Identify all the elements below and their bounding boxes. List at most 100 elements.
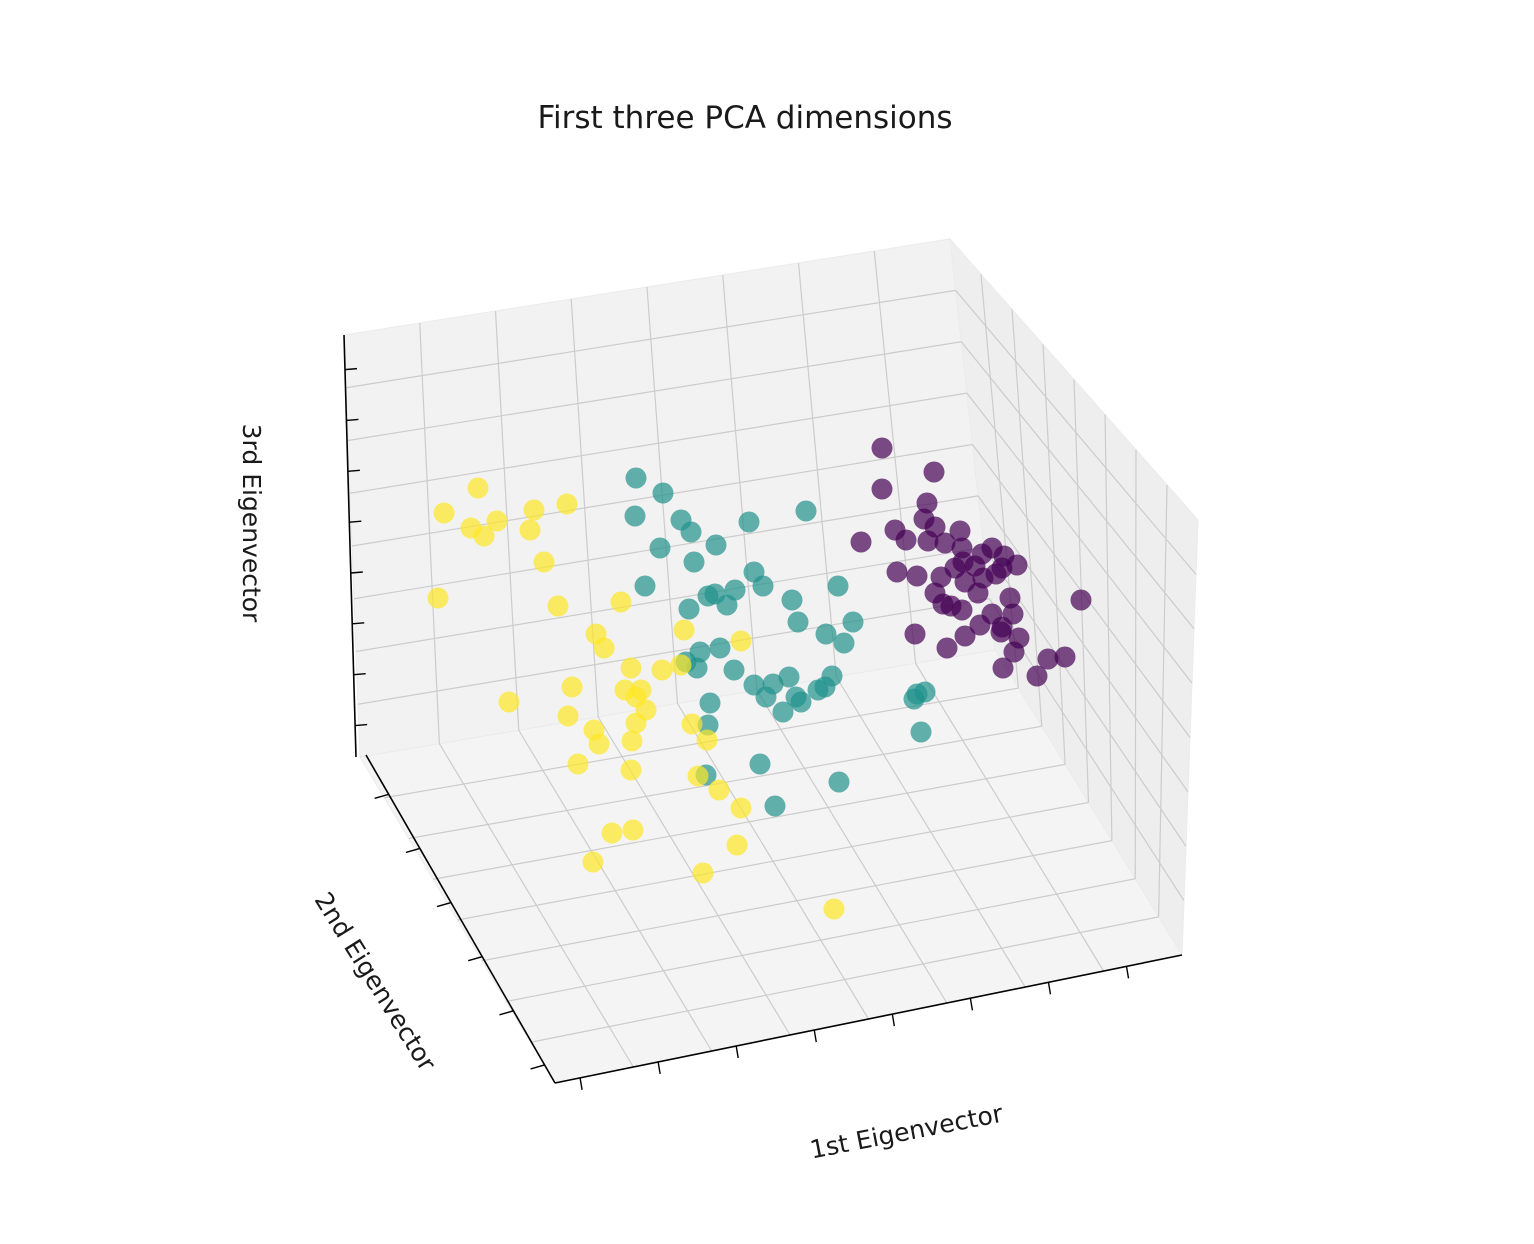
z-axis-tick xyxy=(349,520,362,523)
data-point xyxy=(651,659,673,681)
data-point xyxy=(622,819,644,841)
gridline-floor-y xyxy=(457,801,1089,921)
data-point xyxy=(620,759,642,781)
data-point xyxy=(681,713,703,735)
data-point xyxy=(738,511,760,533)
data-point xyxy=(486,510,508,532)
y-axis-tick xyxy=(468,956,483,962)
data-point xyxy=(625,467,647,489)
y-axis-tick xyxy=(374,793,389,800)
data-point xyxy=(699,692,721,714)
data-point xyxy=(670,654,692,676)
chart-title: First three PCA dimensions xyxy=(537,100,952,136)
data-point xyxy=(697,585,719,607)
data-point xyxy=(886,561,908,583)
data-point xyxy=(1070,589,1092,611)
data-point xyxy=(906,565,928,587)
data-point xyxy=(969,614,991,636)
gridline-back-z xyxy=(355,546,984,653)
data-point xyxy=(954,625,976,647)
z-axis-tick xyxy=(346,418,359,422)
data-point xyxy=(910,721,932,743)
data-point xyxy=(949,520,971,542)
data-point xyxy=(556,493,578,515)
data-point xyxy=(992,657,1014,679)
x-axis-label: 1st Eigenvector xyxy=(807,1099,1005,1165)
gridline-right-y xyxy=(1011,309,1043,727)
data-point xyxy=(936,637,958,659)
data-point xyxy=(567,753,589,775)
data-point xyxy=(850,531,872,553)
data-point xyxy=(708,779,730,801)
data-point xyxy=(467,477,489,499)
gridline-back-z xyxy=(345,289,956,389)
data-point xyxy=(871,437,893,459)
data-point xyxy=(557,705,579,727)
gridline-right-y xyxy=(1042,344,1066,765)
data-point xyxy=(610,591,632,613)
data-point xyxy=(1037,648,1059,670)
data-point xyxy=(624,505,646,527)
data-point xyxy=(904,623,926,645)
data-point xyxy=(433,502,455,524)
data-point xyxy=(842,611,864,633)
data-point xyxy=(772,701,794,723)
data-point xyxy=(696,729,718,751)
data-point xyxy=(652,482,674,504)
z-axis-tick xyxy=(355,723,368,727)
data-point xyxy=(649,537,671,559)
y-axis-line xyxy=(365,754,556,1084)
x-axis-tick xyxy=(735,1045,739,1059)
data-point xyxy=(588,733,610,755)
data-point xyxy=(473,525,495,547)
data-point xyxy=(749,753,771,775)
data-point xyxy=(755,686,777,708)
y-axis-tick xyxy=(530,1064,545,1070)
z-axis-label: 3rd Eigenvector xyxy=(237,424,266,623)
data-point xyxy=(601,822,623,844)
data-point xyxy=(427,587,449,609)
gridline-floor-y xyxy=(481,840,1112,962)
gridline-back-z xyxy=(357,598,990,705)
data-point xyxy=(895,529,917,551)
gridline-floor-y xyxy=(530,916,1159,1043)
data-point xyxy=(498,691,520,713)
x-axis-tick xyxy=(969,998,974,1011)
x-axis-tick xyxy=(579,1077,583,1090)
gridline-back-z xyxy=(347,341,962,442)
y-axis-label: 2nd Eigenvector xyxy=(309,887,442,1077)
z-axis-tick xyxy=(344,367,358,371)
gridline-right-y xyxy=(1104,414,1113,841)
data-points xyxy=(427,437,1092,920)
data-point xyxy=(547,595,569,617)
data-point xyxy=(917,530,939,552)
data-point xyxy=(1003,641,1025,663)
gridline-right-y xyxy=(1134,449,1137,879)
data-point xyxy=(815,623,837,645)
data-point xyxy=(533,551,555,573)
z-axis-tick xyxy=(353,672,366,676)
data-point xyxy=(932,593,954,615)
data-point xyxy=(697,714,719,736)
data-point xyxy=(823,898,845,920)
data-point xyxy=(827,575,849,597)
gridline-right-y xyxy=(1158,484,1168,917)
data-point xyxy=(833,632,855,654)
data-point xyxy=(778,666,800,688)
z-axis-line xyxy=(343,334,357,758)
data-point xyxy=(814,676,836,698)
data-point xyxy=(523,499,545,521)
data-point xyxy=(680,521,702,543)
axis-ticks xyxy=(344,367,1130,1090)
data-point xyxy=(1054,646,1076,668)
data-point xyxy=(930,566,952,588)
data-point xyxy=(781,589,803,611)
z-axis-tick xyxy=(347,469,360,473)
data-point xyxy=(621,730,643,752)
data-point xyxy=(620,657,642,679)
x-axis-tick xyxy=(1047,982,1052,995)
axes-panes xyxy=(343,237,1199,1084)
data-point xyxy=(625,712,647,734)
y-axis-tick xyxy=(499,1010,514,1016)
